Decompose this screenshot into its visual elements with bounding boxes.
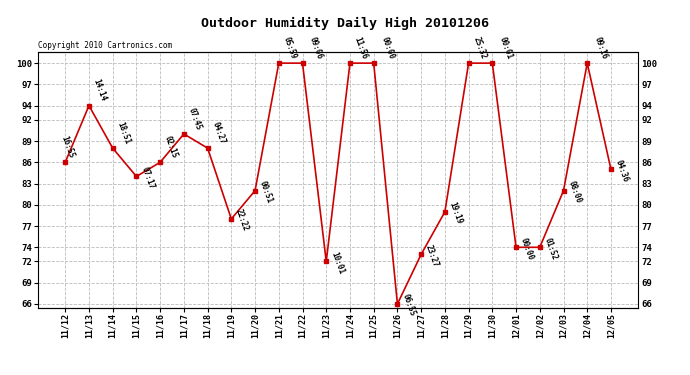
Text: 08:00: 08:00 (566, 180, 582, 204)
Text: Copyright 2010 Cartronics.com: Copyright 2010 Cartronics.com (38, 41, 172, 50)
Text: 11:56: 11:56 (353, 36, 369, 60)
Text: 10:01: 10:01 (329, 251, 346, 275)
Text: 19:19: 19:19 (448, 201, 464, 226)
Text: Outdoor Humidity Daily High 20101206: Outdoor Humidity Daily High 20101206 (201, 17, 489, 30)
Text: 00:01: 00:01 (498, 36, 514, 60)
Text: 02:15: 02:15 (163, 135, 179, 159)
Text: 05:59: 05:59 (282, 36, 298, 60)
Text: 00:00: 00:00 (380, 36, 395, 60)
Text: 16:55: 16:55 (59, 135, 76, 159)
Text: 23:27: 23:27 (424, 243, 440, 268)
Text: 25:32: 25:32 (471, 36, 488, 60)
Text: 01:52: 01:52 (542, 236, 559, 261)
Text: 04:36: 04:36 (613, 159, 630, 183)
Text: 14:14: 14:14 (92, 78, 108, 103)
Text: 18:51: 18:51 (115, 120, 132, 146)
Text: 09:16: 09:16 (593, 36, 609, 60)
Text: 00:51: 00:51 (258, 180, 274, 204)
Text: 04:27: 04:27 (210, 120, 227, 146)
Text: 22:22: 22:22 (234, 208, 250, 233)
Text: 07:17: 07:17 (139, 165, 155, 190)
Text: 07:45: 07:45 (187, 106, 203, 131)
Text: 00:00: 00:00 (519, 236, 535, 261)
Text: 09:06: 09:06 (308, 36, 324, 60)
Text: 06:55: 06:55 (400, 293, 417, 318)
